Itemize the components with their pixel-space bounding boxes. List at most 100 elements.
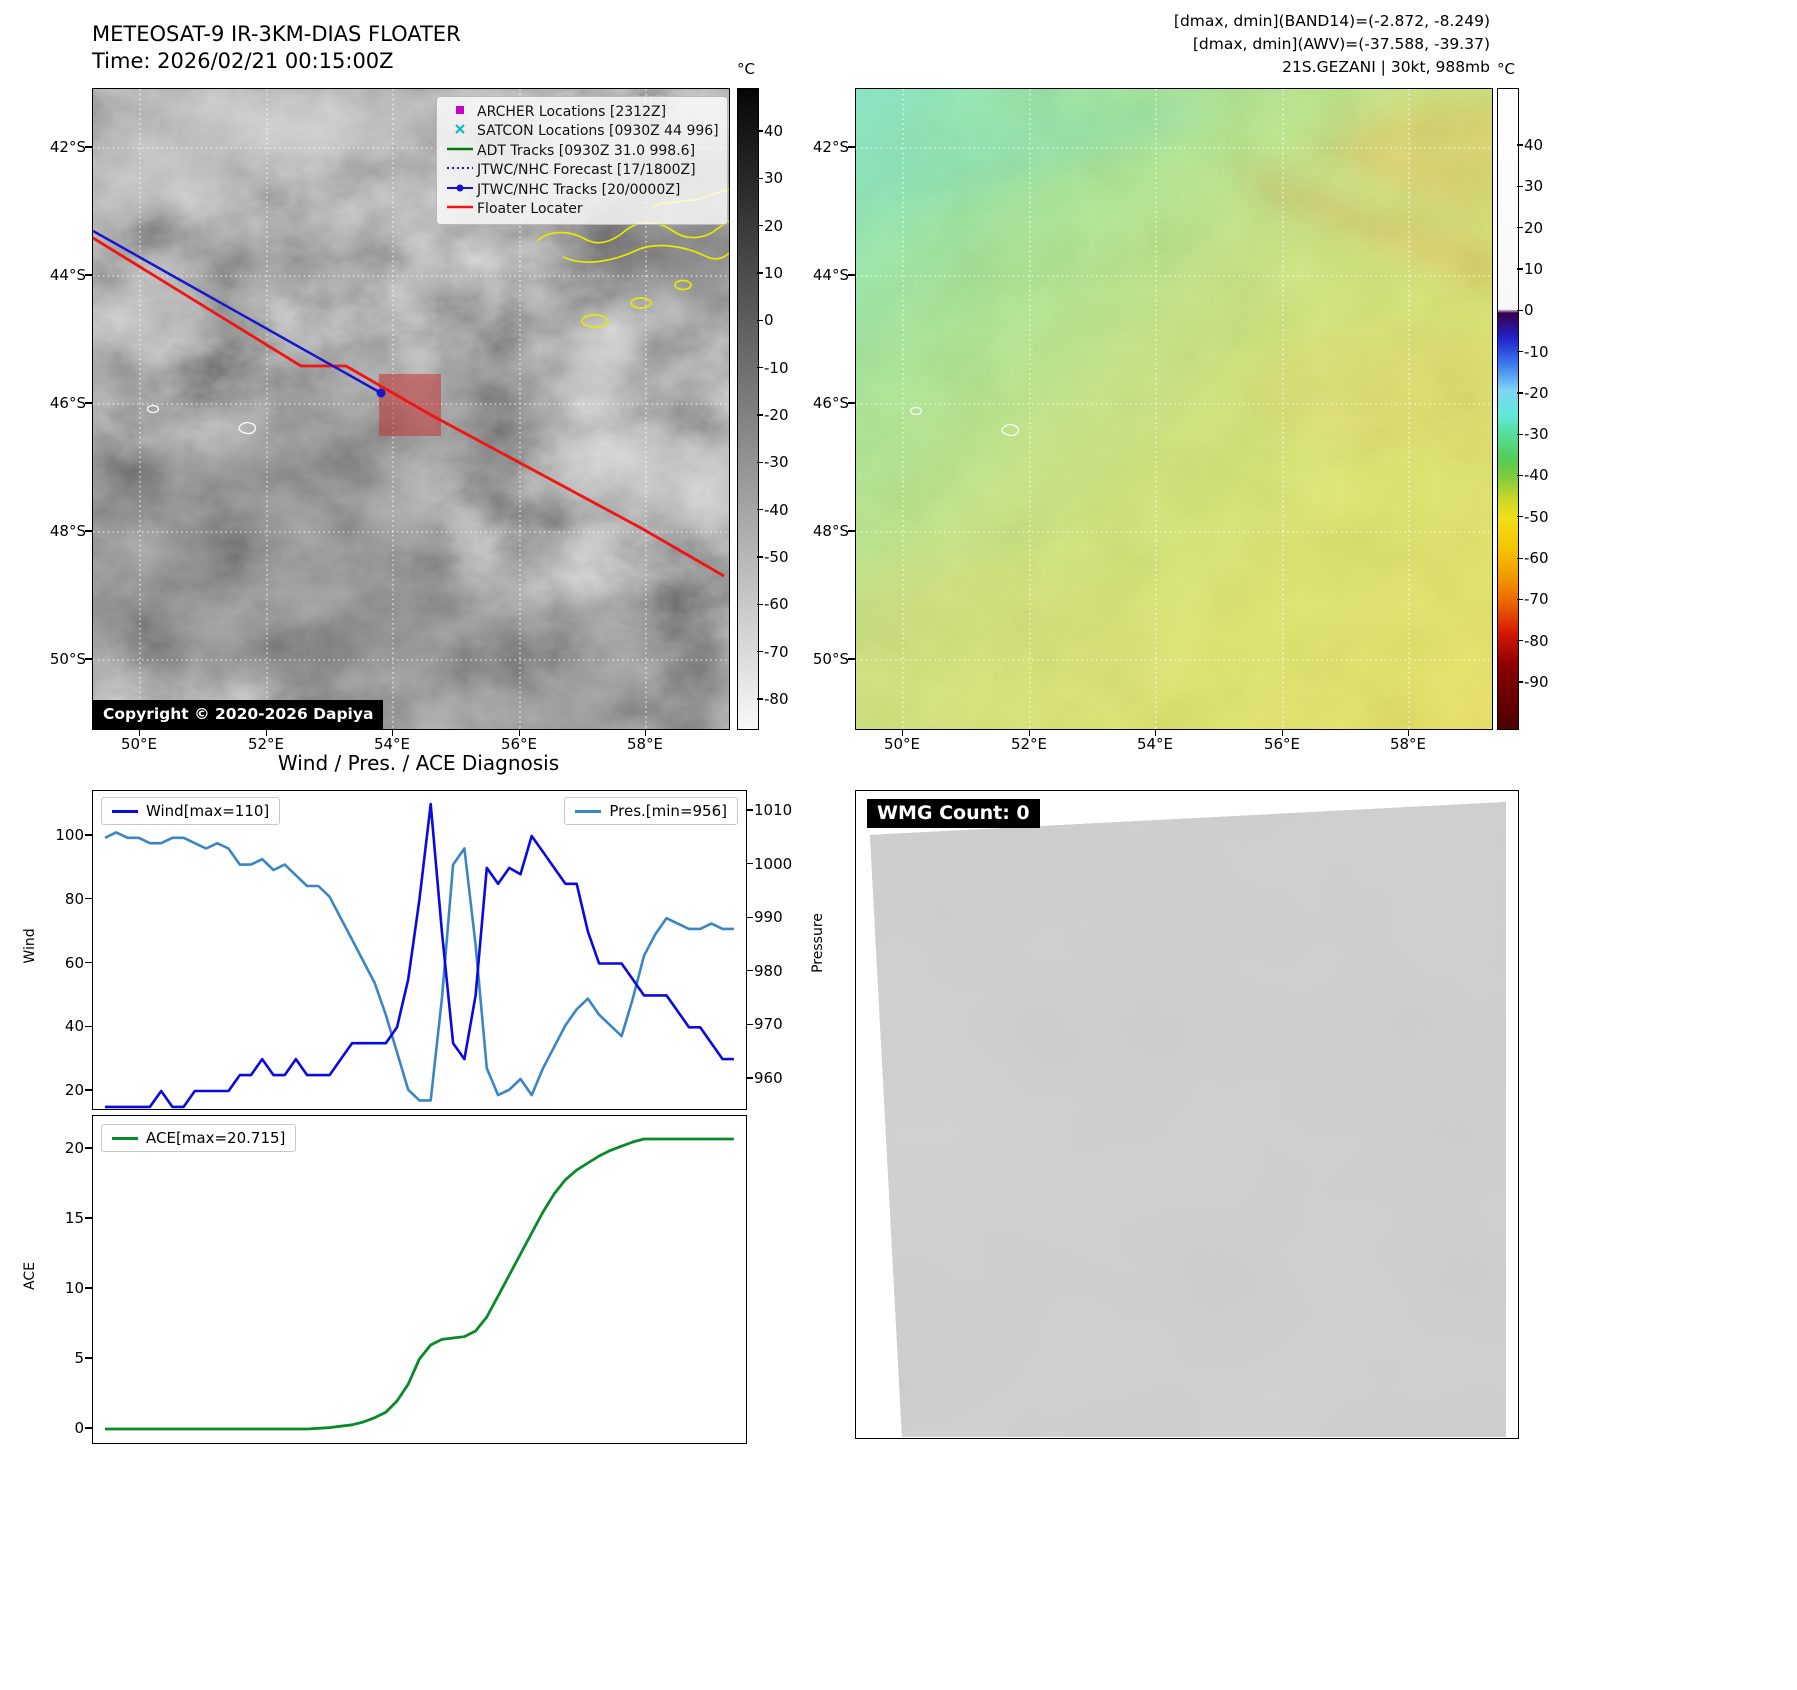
wmg-swath [870,802,1506,1437]
awv-header-band14: [dmax, dmin](BAND14)=(-2.872, -8.249) [1173,12,1490,30]
tick-mark [85,834,92,836]
tick-mark [1517,185,1523,187]
storm-status: 21S.GEZANI | 30kt, 988mb [1282,58,1490,76]
tick-mark [85,1089,92,1091]
legend-item: SATCON Locations [0930Z 44 996] [445,122,719,142]
awv-cb-tick: -70 [1524,590,1549,609]
tick-mark [85,1217,92,1219]
ir-cb-tick: -80 [764,689,789,708]
awv-lon-tick: 50°E [883,735,921,753]
wind-legend-label: Wind[max=110] [146,802,270,820]
pres-legend-swatch [575,809,602,813]
tick-mark [1155,729,1157,736]
ir-subtitle: Time: 2026/02/21 00:15:00Z [92,49,394,73]
tick-mark [757,225,763,227]
pressure-ytick: 990 [754,908,783,927]
wind-ytick: 40 [64,1017,84,1036]
ir-cb-tick: 30 [764,169,784,188]
legend-item: JTWC/NHC Tracks [20/0000Z] [445,180,719,200]
line-dot-marker-icon [445,182,477,198]
island-contours [146,404,257,435]
tick-mark [848,530,855,532]
tick-mark [757,319,763,322]
legend-item-label: ADT Tracks [0930Z 31.0 998.6] [477,142,696,159]
tick-mark [1517,350,1523,353]
tick-mark [139,729,141,736]
ace-line [105,1137,734,1431]
pres-legend-label: Pres.[min=956] [609,802,727,820]
dotted-marker-icon [445,162,477,178]
wind-pressure-chart: Wind[max=110] Pres.[min=956] [92,790,747,1110]
tick-mark [85,1147,92,1149]
ir-title: METEOSAT-9 IR-3KM-DIAS FLOATER [92,22,461,46]
awv-lon-tick: 56°E [1263,735,1301,753]
floater-focus-box [379,373,442,437]
awv-cb-tick: -80 [1524,631,1549,650]
tick-mark [85,530,92,532]
ace-plot [105,1137,734,1431]
ace-legend-swatch [112,1136,138,1140]
ir-colorbar [737,88,759,730]
tick-mark [746,1023,753,1026]
tick-mark [85,961,92,964]
wind-legend: Wind[max=110] [101,797,281,825]
tick-mark [757,177,763,180]
awv-cb-tick: -50 [1524,507,1549,526]
ir-lat-tick: 44°S [49,266,86,284]
wind-ytick: 80 [64,889,84,908]
ir-cb-tick: 20 [764,216,784,235]
legend-item: ARCHER Locations [2312Z] [445,102,719,122]
tick-mark [85,1025,92,1027]
ir-cb-tick: -10 [764,358,789,377]
jtwc-track-line [93,229,382,395]
wind-line [105,802,734,1109]
ir-cb-tick: 0 [764,311,774,330]
awv-cb-tick: -60 [1524,549,1549,568]
tick-mark [85,1357,92,1359]
wind-legend-swatch [112,809,138,813]
tick-mark [1517,557,1523,559]
line-marker-icon [445,143,477,159]
floater-track-line [93,236,725,578]
wmg-panel: WMG Count: 0 [855,790,1519,1439]
tick-mark [519,729,521,736]
tick-mark [1517,474,1523,477]
ir-map-plot: 21 FEB 2026 ARCHER Locations [2312Z]SATC… [92,88,730,730]
awv-header-awv: [dmax, dmin](AWV)=(-37.588, -39.37) [1192,35,1490,53]
tick-mark [85,1287,92,1289]
ir-lat-tick: 42°S [49,138,86,156]
legend-item-label: JTWC/NHC Tracks [20/0000Z] [477,181,681,198]
tick-mark [757,130,763,132]
awv-satellite-image [856,89,1492,729]
tick-mark [85,658,92,660]
legend-item-label: Floater Locater [477,201,583,218]
tick-mark [1517,144,1523,146]
ace-axis-label: ACE [22,1262,38,1290]
ir-lat-tick: 46°S [49,394,86,412]
awv-lon-tick: 58°E [1389,735,1427,753]
tick-mark [902,729,904,736]
ace-ytick: 15 [64,1209,84,1227]
ace-ytick: 5 [74,1349,84,1367]
line-marker-icon [445,201,477,217]
ir-lon-tick: 50°E [120,735,158,753]
ace-chart: ACE[max=20.715] [92,1115,747,1444]
storm-tracks [93,229,725,578]
ace-ytick: 0 [74,1419,84,1437]
pressure-ytick: 970 [754,1015,783,1034]
tick-mark [746,1077,753,1079]
tick-mark [757,461,763,463]
x-marker-icon [445,123,477,139]
copyright-label: Copyright © 2020-2026 Dapiya [93,700,384,729]
wind-pressure-plot [104,802,734,1109]
awv-lat-tick: 42°S [812,138,849,156]
tick-mark [85,898,92,900]
awv-cb-tick: -10 [1524,342,1549,361]
legend-item: JTWC/NHC Forecast [17/1800Z] [445,161,719,181]
ace-legend: ACE[max=20.715] [101,1124,297,1152]
ir-cb-tick: -20 [764,405,789,424]
tick-mark [645,729,647,736]
awv-lat-tick: 46°S [812,394,849,412]
awv-colorbar-unit: °C [1497,60,1515,78]
